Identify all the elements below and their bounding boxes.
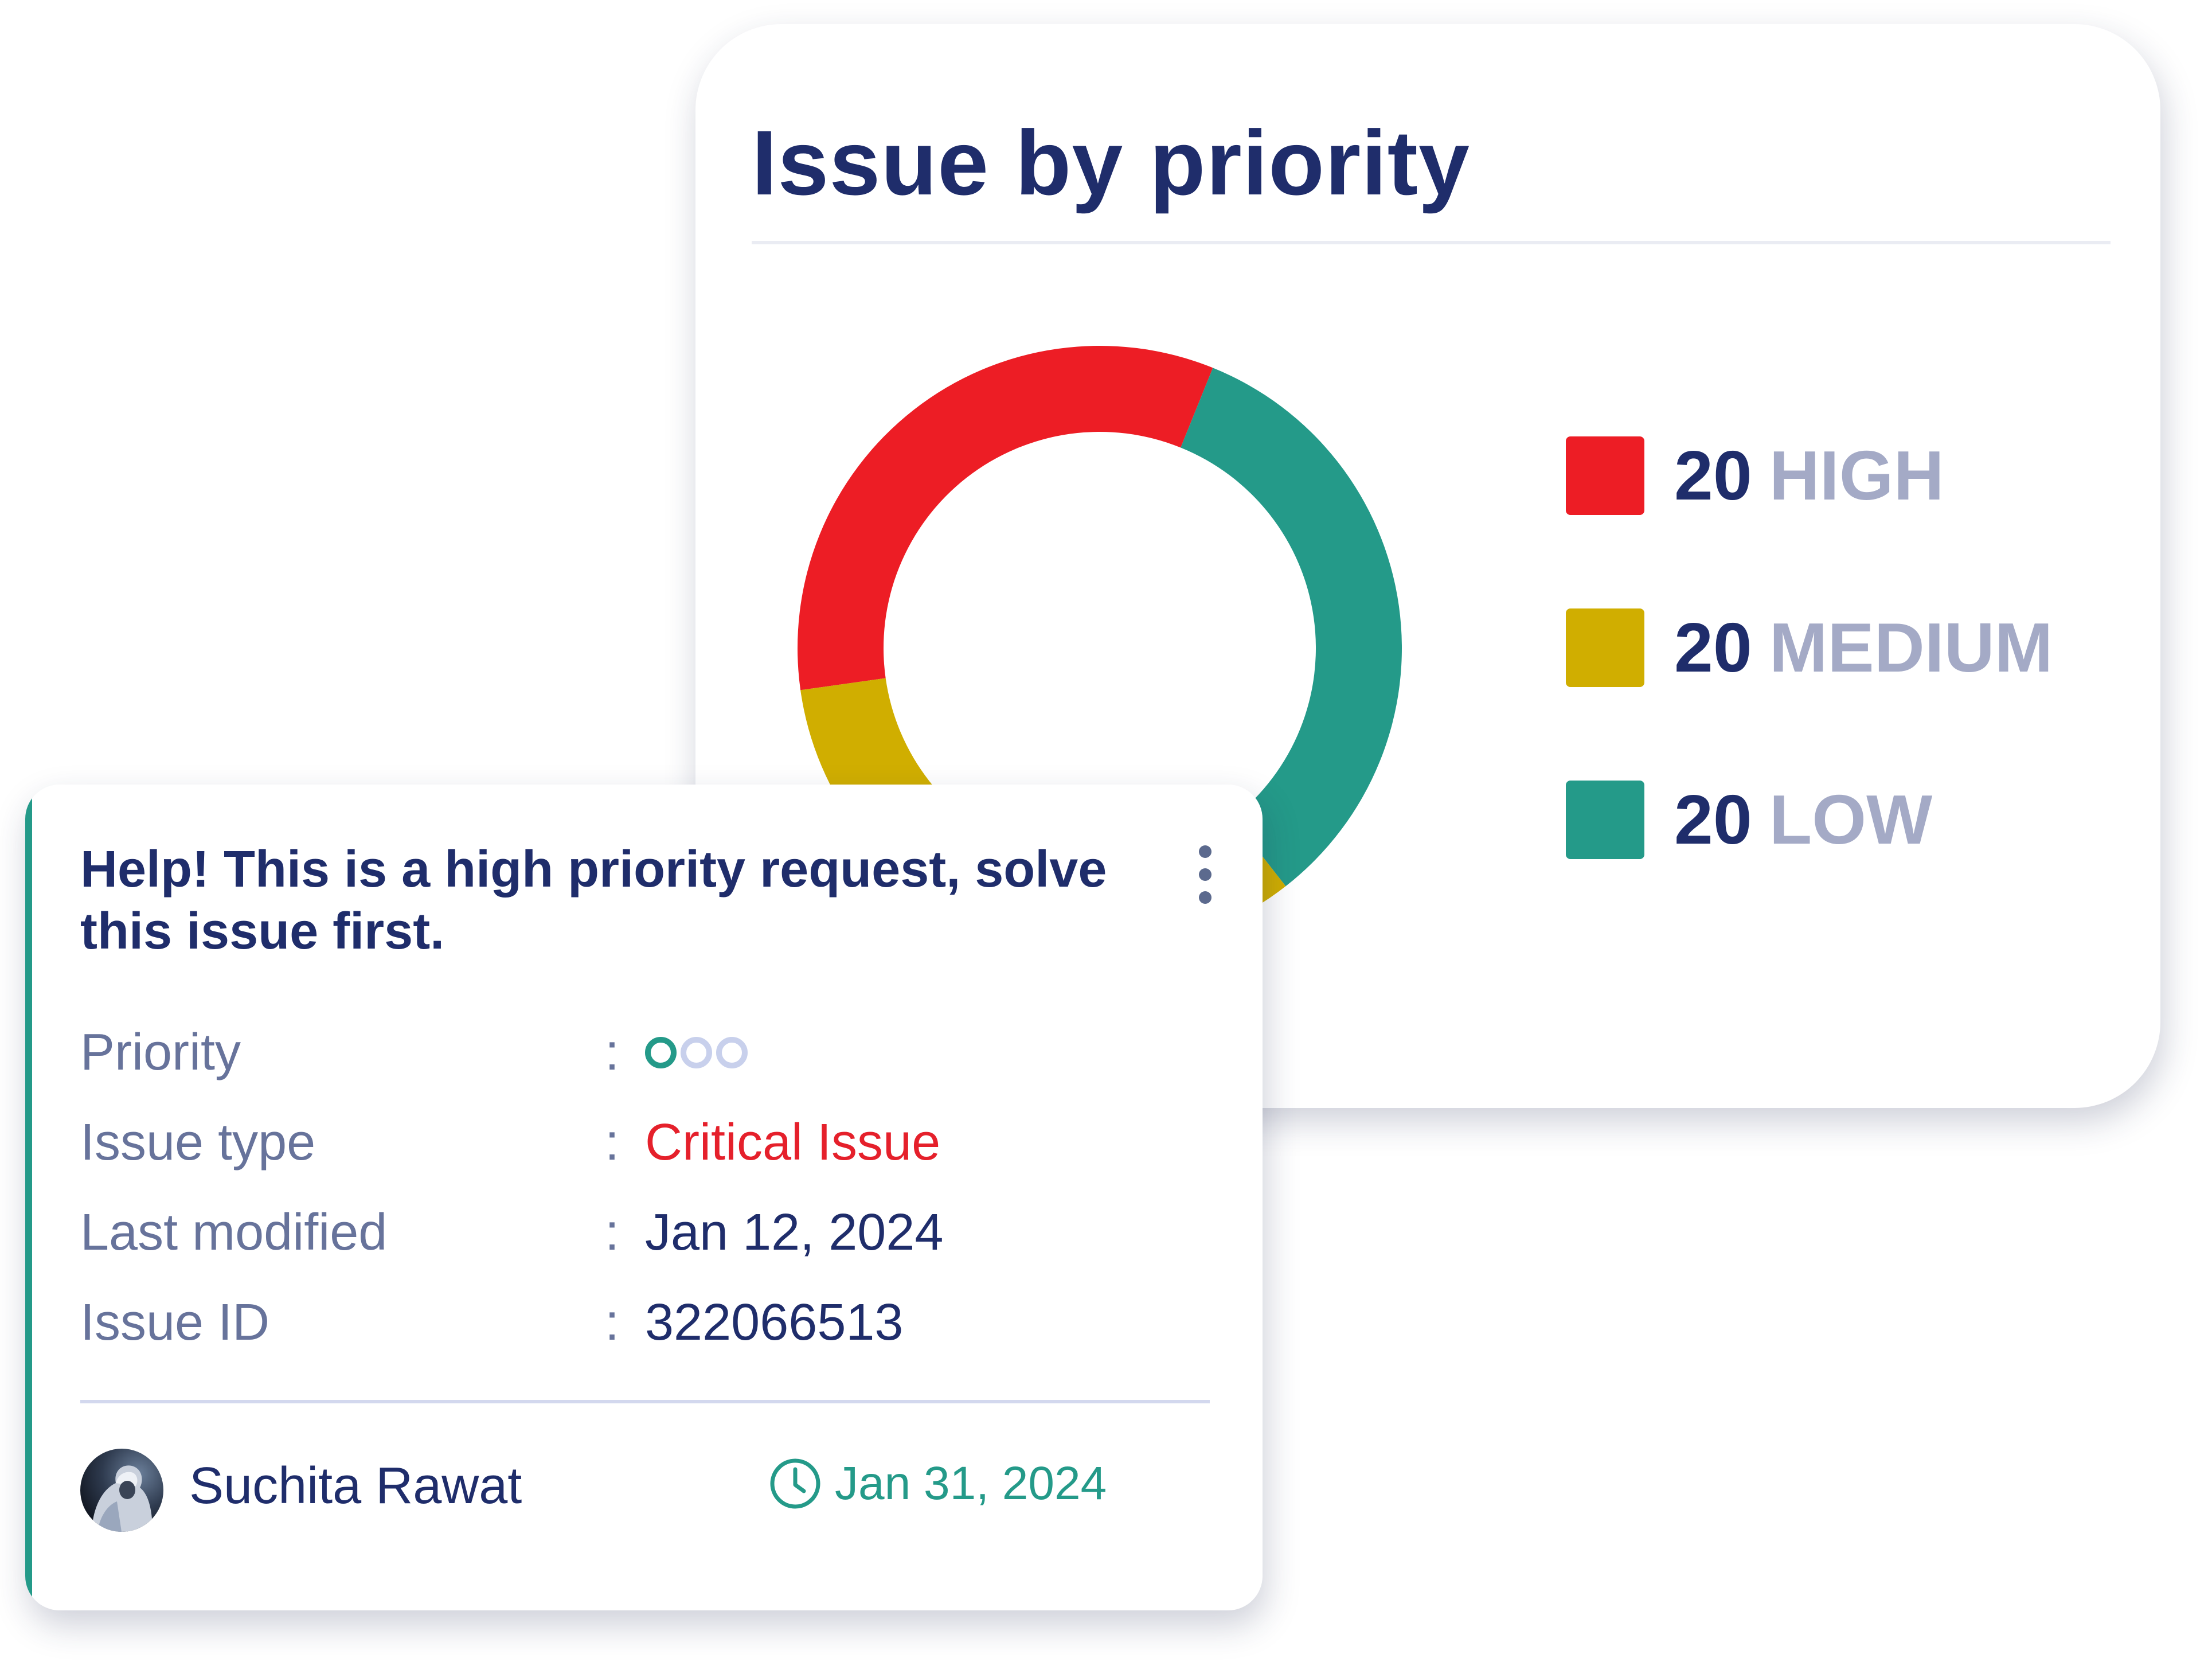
chart-divider (752, 241, 2111, 244)
legend-label-high: HIGH (1769, 436, 1944, 514)
legend-swatch-high (1566, 436, 1644, 515)
kebab-dot (1199, 891, 1211, 904)
issue-card[interactable]: Help! This is a high priority request, s… (25, 785, 1263, 1610)
legend-label-medium: MEDIUM (1769, 608, 2053, 686)
field-label-priority: Priority (80, 1023, 241, 1081)
field-row-priority: Priority : (80, 1018, 1227, 1087)
legend-swatch-low (1566, 780, 1644, 859)
issue-id-value: 322066513 (645, 1293, 904, 1351)
legend-swatch-medium (1566, 608, 1644, 687)
field-row-last-modified: Last modified : Jan 12, 2024 (80, 1198, 1227, 1267)
field-row-issue-type: Issue type : Critical Issue (80, 1108, 1227, 1177)
author-name: Suchita Rawat (189, 1457, 522, 1515)
donut-segment-high (798, 345, 1213, 690)
kebab-dot (1199, 845, 1211, 858)
field-label-issue-type: Issue type (80, 1113, 316, 1171)
last-modified-value: Jan 12, 2024 (645, 1203, 944, 1261)
field-label-last-modified: Last modified (80, 1203, 388, 1261)
due-date-value: Jan 31, 2024 (835, 1457, 1107, 1509)
issue-card-footer: Suchita Rawat Jan 31, 2024 (80, 1444, 1227, 1536)
clock-icon (770, 1458, 820, 1509)
chart-title: Issue by priority (752, 111, 1470, 214)
legend-label-low: LOW (1769, 781, 1933, 859)
kebab-dot (1199, 868, 1211, 881)
priority-dot-empty (681, 1036, 712, 1068)
legend-count-medium: 20 (1674, 608, 1752, 686)
field-label-issue-id: Issue ID (80, 1293, 270, 1351)
issue-title: Help! This is a high priority request, s… (80, 841, 1107, 960)
issue-card-divider (80, 1400, 1210, 1403)
legend-count-high: 20 (1674, 436, 1752, 514)
priority-dot-filled (645, 1036, 677, 1068)
field-separator: : (605, 1203, 620, 1261)
field-separator: : (605, 1023, 620, 1081)
legend-count-low: 20 (1674, 781, 1752, 859)
due-date: Jan 31, 2024 (768, 1457, 1107, 1511)
issue-type-value: Critical Issue (645, 1113, 941, 1171)
avatar[interactable] (80, 1449, 163, 1532)
donut-segment-low (1181, 368, 1402, 887)
legend-item-medium: 20 MEDIUM (1566, 607, 2053, 688)
priority-dot-empty (716, 1036, 748, 1068)
field-separator: : (605, 1293, 620, 1351)
legend-item-low: 20 LOW (1566, 779, 1932, 860)
kebab-menu-icon[interactable] (1194, 841, 1217, 915)
field-row-issue-id: Issue ID : 322066513 (80, 1288, 1227, 1357)
issue-card-accent-bar (25, 785, 32, 1610)
field-separator: : (605, 1113, 620, 1171)
legend-item-high: 20 HIGH (1566, 435, 1944, 516)
priority-level-indicator (645, 1036, 752, 1068)
